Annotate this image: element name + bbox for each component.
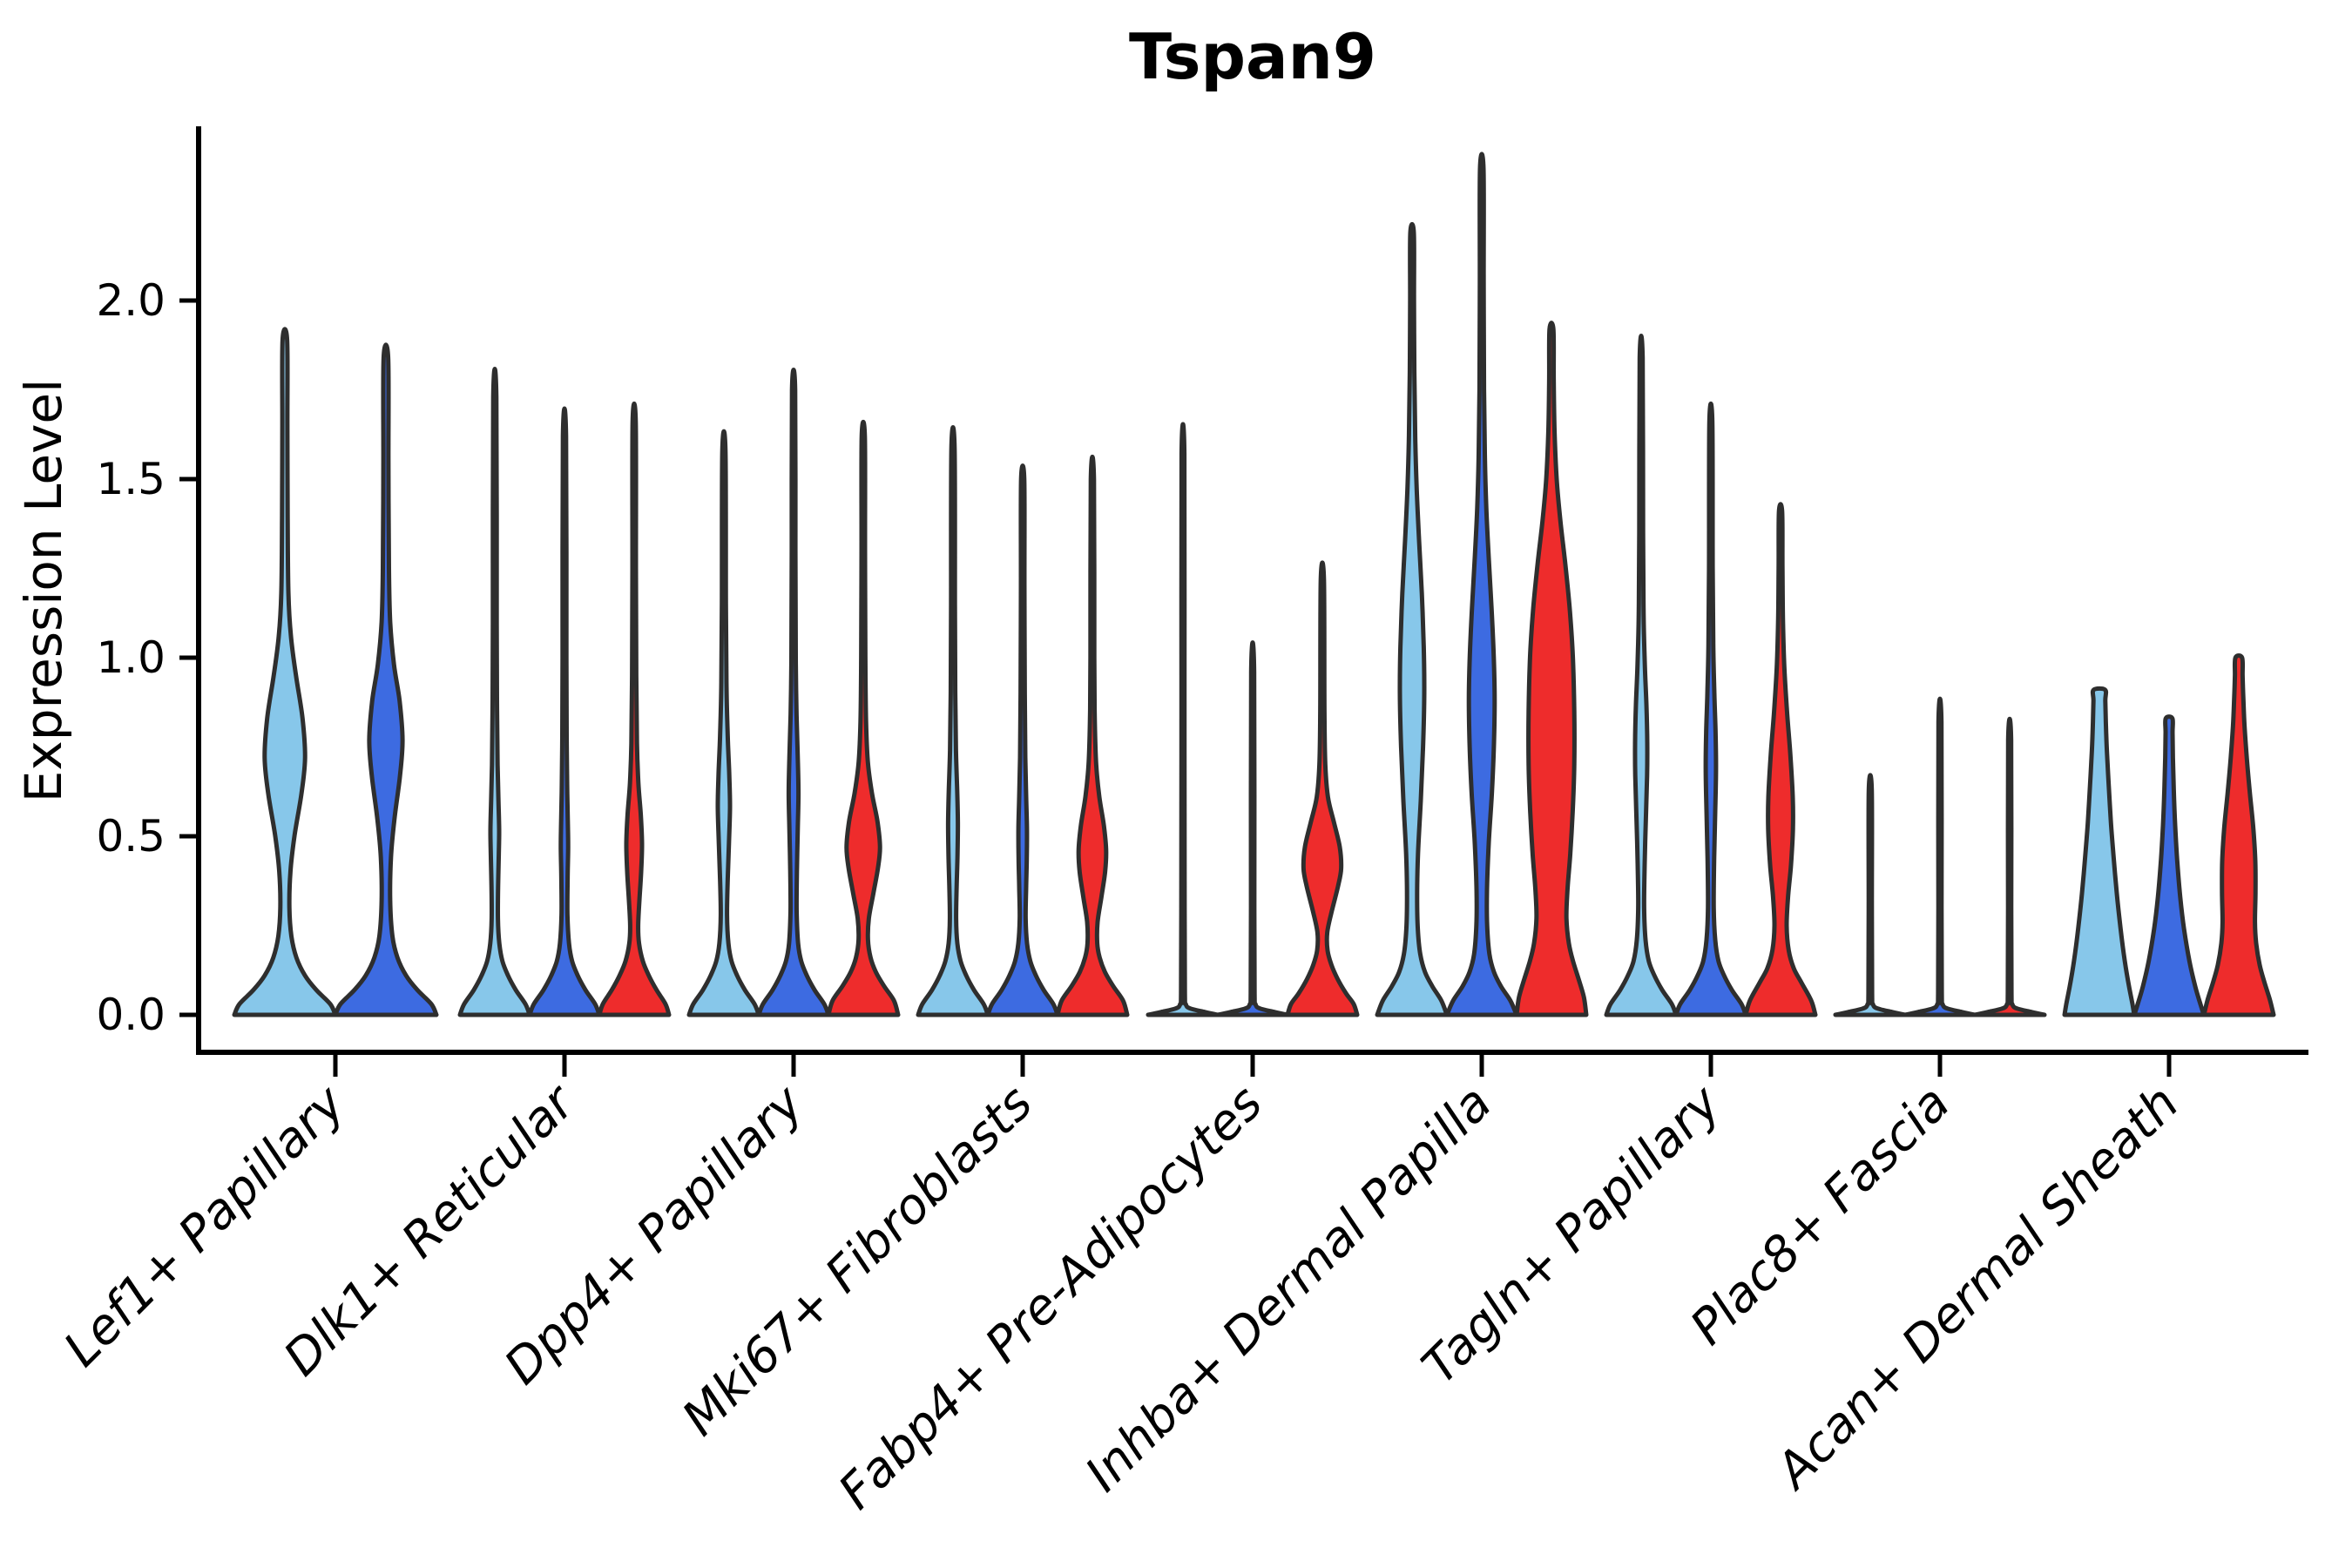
violin-red — [1972, 717, 2047, 1017]
violin-dark-blue — [1444, 152, 1519, 1017]
violin-dark-blue — [527, 406, 602, 1017]
violin-group-dlk1-reticular — [457, 366, 672, 1017]
violin-dark-blue — [1215, 640, 1290, 1017]
violin-light-blue — [916, 425, 990, 1017]
violin-group-fabp4-pre-adipocytes — [1146, 422, 1360, 1017]
violin-dark-blue — [2132, 714, 2207, 1017]
chart-title: Tspan9 — [1129, 20, 1376, 93]
violins-layer — [232, 152, 2276, 1017]
violin-dark-blue — [333, 342, 439, 1017]
violin-light-blue — [1146, 422, 1220, 1017]
violin-red — [1055, 455, 1130, 1017]
axes-layer — [179, 126, 2308, 1077]
y-tick-label: 2.0 — [96, 275, 166, 326]
violin-red — [1514, 321, 1589, 1017]
violin-red — [597, 401, 672, 1017]
violin-group-lef1-papillary — [232, 327, 439, 1017]
violin-dark-blue — [1673, 401, 1748, 1017]
y-axis-label: Expression Level — [14, 379, 73, 802]
violin-dark-blue — [985, 463, 1060, 1017]
y-tick-label: 0.0 — [96, 990, 166, 1040]
violin-group-plac8-fascia — [1833, 697, 2047, 1017]
violin-red — [1743, 502, 1818, 1017]
violin-light-blue — [1604, 334, 1679, 1017]
y-tick-label: 0.5 — [96, 811, 166, 862]
violin-group-acan-dermal-sheath — [2062, 652, 2276, 1017]
violin-group-dpp4-papillary — [686, 367, 901, 1017]
violin-light-blue — [232, 327, 338, 1017]
y-tick-label: 1.0 — [96, 632, 166, 683]
violin-red — [1285, 560, 1360, 1017]
violin-red — [826, 419, 901, 1017]
violin-light-blue — [1833, 773, 1908, 1017]
violin-red — [2201, 652, 2276, 1017]
violin-group-tagln-papillary — [1604, 334, 1818, 1017]
violin-light-blue — [457, 366, 532, 1017]
violin-group-inhba-dermal-papilla — [1375, 152, 1589, 1017]
violin-group-mki67-fibroblasts — [916, 425, 1130, 1017]
violin-dark-blue — [1903, 697, 1977, 1017]
violin-dark-blue — [756, 367, 831, 1017]
y-tick-label: 1.5 — [96, 454, 166, 504]
violin-light-blue — [686, 429, 761, 1017]
violin-light-blue — [1375, 221, 1450, 1017]
y-tick-labels: 0.0 0.5 1.0 1.5 2.0 — [96, 275, 166, 1040]
violin-light-blue — [2062, 686, 2137, 1017]
